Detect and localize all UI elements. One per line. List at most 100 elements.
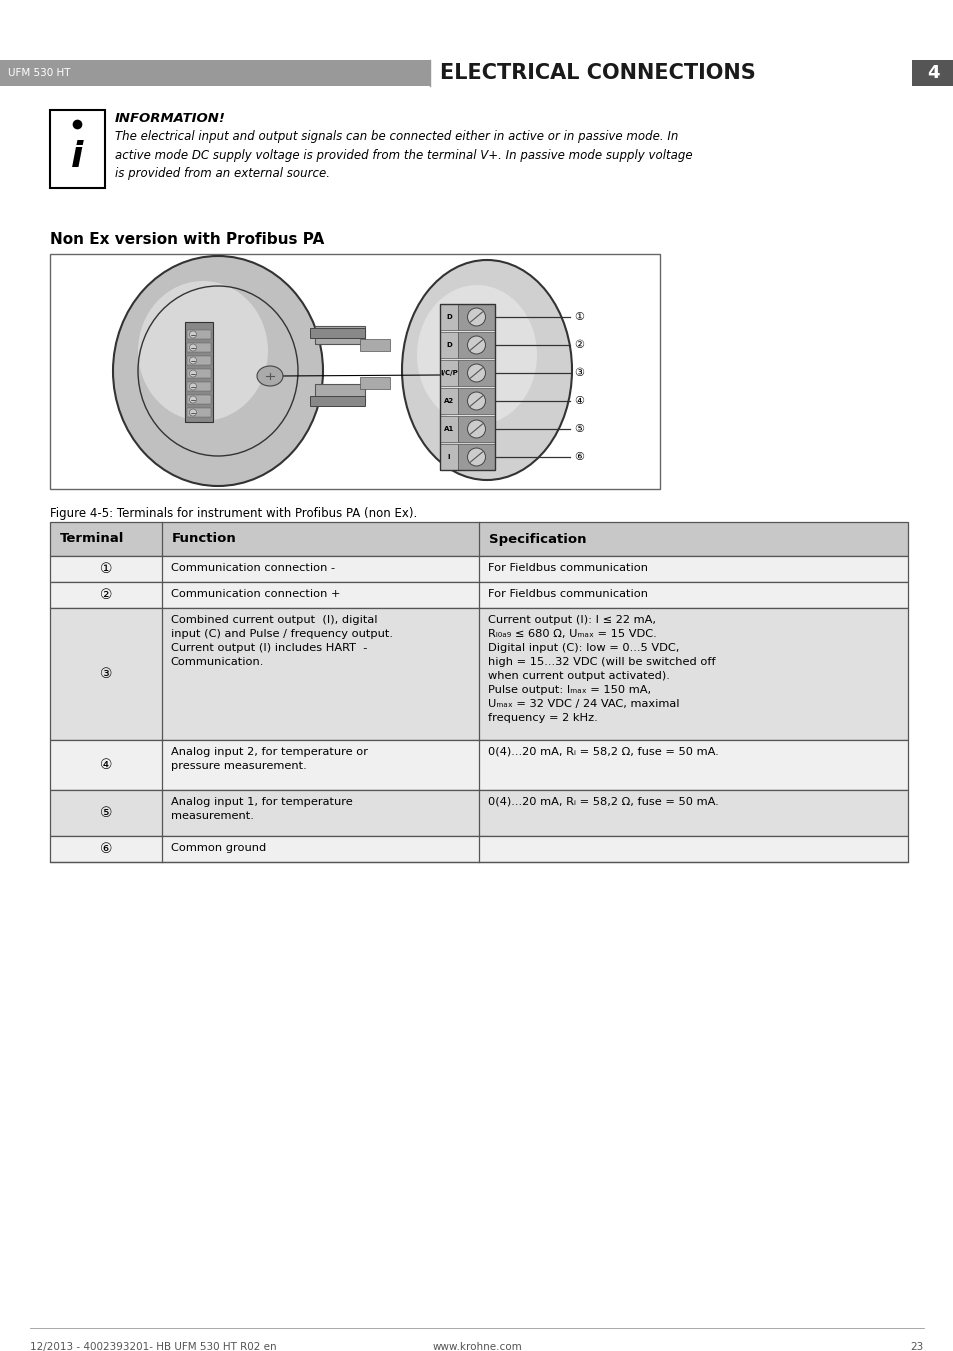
Bar bbox=[457, 388, 495, 413]
Bar bbox=[50, 109, 105, 188]
Ellipse shape bbox=[256, 366, 283, 386]
Text: Specification: Specification bbox=[489, 532, 586, 546]
Circle shape bbox=[190, 409, 196, 416]
Text: Non Ex version with Profibus PA: Non Ex version with Profibus PA bbox=[50, 232, 324, 247]
Bar bbox=[187, 394, 211, 404]
Text: Communication connection +: Communication connection + bbox=[171, 589, 339, 598]
Bar bbox=[439, 359, 457, 386]
Circle shape bbox=[190, 396, 196, 403]
Ellipse shape bbox=[401, 259, 572, 480]
Bar bbox=[187, 382, 211, 390]
Bar bbox=[457, 444, 495, 470]
Bar bbox=[457, 304, 495, 330]
Text: ⑥: ⑥ bbox=[574, 453, 583, 462]
Circle shape bbox=[190, 382, 196, 390]
Ellipse shape bbox=[112, 255, 323, 486]
Bar bbox=[187, 330, 211, 339]
Bar bbox=[185, 322, 213, 422]
Circle shape bbox=[467, 449, 485, 466]
Text: ①: ① bbox=[99, 562, 112, 576]
Bar bbox=[187, 408, 211, 417]
Text: A1: A1 bbox=[443, 426, 454, 432]
Circle shape bbox=[467, 420, 485, 438]
Circle shape bbox=[190, 345, 196, 351]
Bar bbox=[457, 416, 495, 442]
Text: I/C/P: I/C/P bbox=[439, 370, 457, 376]
Bar bbox=[439, 332, 457, 358]
Bar bbox=[50, 608, 907, 740]
Circle shape bbox=[190, 370, 196, 377]
Bar bbox=[439, 444, 457, 470]
Bar bbox=[457, 359, 495, 386]
Bar bbox=[314, 384, 365, 403]
Bar bbox=[439, 388, 457, 413]
Bar bbox=[187, 357, 211, 365]
Circle shape bbox=[467, 308, 485, 326]
Text: 12/2013 - 4002393201- HB UFM 530 HT R02 en: 12/2013 - 4002393201- HB UFM 530 HT R02 … bbox=[30, 1342, 276, 1351]
Bar bbox=[0, 59, 953, 86]
Text: D: D bbox=[446, 342, 452, 349]
Text: Terminal: Terminal bbox=[60, 532, 124, 546]
Bar bbox=[50, 790, 907, 836]
Bar bbox=[50, 521, 907, 557]
Text: 23: 23 bbox=[910, 1342, 923, 1351]
Text: UFM 530 HT: UFM 530 HT bbox=[8, 68, 71, 78]
Ellipse shape bbox=[416, 285, 537, 426]
Circle shape bbox=[467, 336, 485, 354]
Text: Common ground: Common ground bbox=[171, 843, 266, 852]
Text: i: i bbox=[71, 141, 84, 174]
Text: The electrical input and output signals can be connected either in active or in : The electrical input and output signals … bbox=[115, 130, 692, 180]
Bar bbox=[50, 582, 907, 608]
Bar bbox=[314, 326, 365, 345]
Text: I: I bbox=[447, 454, 450, 459]
Text: D: D bbox=[446, 313, 452, 320]
Circle shape bbox=[467, 392, 485, 409]
Text: Current output (I): I ≤ 22 mA,
Rₗ₀ₐ₉ ≤ 680 Ω, Uₘₐₓ = 15 VDC.
Digital input (C): : Current output (I): I ≤ 22 mA, Rₗ₀ₐ₉ ≤ 6… bbox=[488, 615, 715, 723]
Text: ③: ③ bbox=[574, 367, 583, 378]
Bar bbox=[359, 377, 390, 389]
Text: ⑤: ⑤ bbox=[574, 424, 583, 434]
Bar bbox=[430, 59, 913, 86]
Bar bbox=[50, 557, 907, 582]
Text: ②: ② bbox=[99, 588, 112, 603]
Circle shape bbox=[190, 331, 196, 338]
Text: For Fieldbus communication: For Fieldbus communication bbox=[488, 563, 647, 573]
Text: ELECTRICAL CONNECTIONS: ELECTRICAL CONNECTIONS bbox=[439, 63, 755, 82]
Text: ②: ② bbox=[574, 340, 583, 350]
Bar bbox=[310, 328, 365, 338]
Text: 4: 4 bbox=[925, 63, 939, 82]
Bar bbox=[457, 332, 495, 358]
Bar bbox=[439, 304, 457, 330]
Bar bbox=[187, 343, 211, 353]
Bar bbox=[359, 339, 390, 351]
Text: Combined current output  (I), digital
input (C) and Pulse / frequency output.
Cu: Combined current output (I), digital inp… bbox=[171, 615, 392, 667]
Bar bbox=[310, 396, 365, 407]
Text: ③: ③ bbox=[99, 667, 112, 681]
Text: ④: ④ bbox=[99, 758, 112, 771]
Ellipse shape bbox=[138, 281, 268, 422]
Bar bbox=[50, 836, 907, 862]
Text: ⑤: ⑤ bbox=[99, 807, 112, 820]
Text: ⑥: ⑥ bbox=[99, 842, 112, 857]
Circle shape bbox=[467, 363, 485, 382]
Text: 0(4)...20 mA, Rᵢ = 58,2 Ω, fuse = 50 mA.: 0(4)...20 mA, Rᵢ = 58,2 Ω, fuse = 50 mA. bbox=[488, 797, 718, 807]
Bar bbox=[50, 254, 659, 489]
Text: 0(4)...20 mA, Rᵢ = 58,2 Ω, fuse = 50 mA.: 0(4)...20 mA, Rᵢ = 58,2 Ω, fuse = 50 mA. bbox=[488, 747, 718, 757]
Text: ①: ① bbox=[574, 312, 583, 322]
Text: For Fieldbus communication: For Fieldbus communication bbox=[488, 589, 647, 598]
Circle shape bbox=[190, 357, 196, 363]
Text: Analog input 1, for temperature
measurement.: Analog input 1, for temperature measurem… bbox=[171, 797, 352, 821]
Text: INFORMATION!: INFORMATION! bbox=[115, 112, 226, 126]
Text: ④: ④ bbox=[574, 396, 583, 407]
Text: www.krohne.com: www.krohne.com bbox=[432, 1342, 521, 1351]
Text: Communication connection -: Communication connection - bbox=[171, 563, 335, 573]
Bar bbox=[911, 59, 953, 86]
Bar bbox=[187, 369, 211, 378]
Text: Analog input 2, for temperature or
pressure measurement.: Analog input 2, for temperature or press… bbox=[171, 747, 367, 771]
Text: Function: Function bbox=[172, 532, 236, 546]
Text: A2: A2 bbox=[443, 399, 454, 404]
Text: Figure 4-5: Terminals for instrument with Profibus PA (non Ex).: Figure 4-5: Terminals for instrument wit… bbox=[50, 507, 416, 520]
Bar bbox=[50, 740, 907, 790]
Bar bbox=[439, 416, 457, 442]
Bar bbox=[439, 304, 495, 470]
